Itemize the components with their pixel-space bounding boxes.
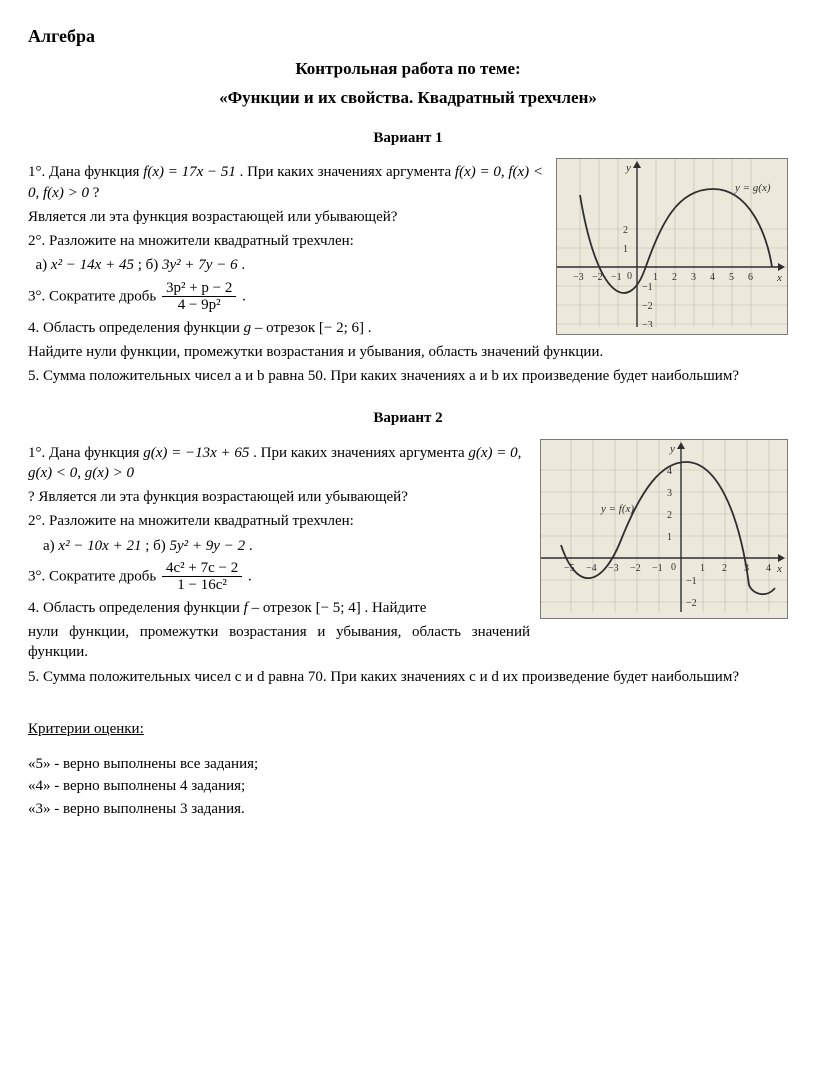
- svg-text:−2: −2: [686, 598, 697, 609]
- v2-t3-frac: 4c² + 7c − 2 1 − 16c²: [162, 560, 242, 594]
- variant2-graph: −5−4−3−2−11234−2−112340yxy = f(x): [540, 439, 788, 619]
- v2-t3-den: 1 − 16c²: [162, 577, 242, 594]
- v1-t2-alabel: а): [36, 257, 51, 273]
- svg-text:4: 4: [710, 272, 715, 283]
- svg-text:1: 1: [667, 532, 672, 543]
- v2-t4-f: f: [244, 600, 248, 616]
- variant1-graph: −3−2−1123456−3−2−1120yxy = g(x): [556, 158, 788, 334]
- v2-t4-a: 4. Область определения функции: [28, 600, 244, 616]
- v2-t3-num: 4c² + 7c − 2: [162, 560, 242, 578]
- v2-t4-c: . Найдите: [364, 600, 426, 616]
- svg-text:−4: −4: [586, 563, 597, 574]
- svg-text:y: y: [625, 162, 631, 174]
- v2-t1-eq: g(x) = −13x + 65: [143, 445, 249, 461]
- v1-t3-a: 3°. Сократите дробь: [28, 288, 160, 304]
- v1-t4-a: 4. Область определения функции: [28, 320, 244, 336]
- v1-t4-int: [− 2; 6]: [319, 320, 364, 336]
- v2-t2-end: .: [249, 538, 253, 554]
- v1-t3-den: 4 − 9p²: [162, 297, 236, 314]
- svg-text:1: 1: [623, 244, 628, 255]
- v2-t5: 5. Сумма положительных чисел c и d равна…: [28, 667, 788, 687]
- variant2-header: Вариант 2: [28, 408, 788, 428]
- svg-text:4: 4: [766, 563, 771, 574]
- criteria-3: «3» - верно выполнены 3 задания.: [28, 799, 788, 819]
- v2-t3-a: 3°. Сократите дробь: [28, 568, 160, 584]
- v1-t3-num: 3p² + p − 2: [162, 280, 236, 298]
- heading-line-2: «Функции и их свойства. Квадратный трехч…: [28, 87, 788, 110]
- variant2-block: −5−4−3−2−11234−2−112340yxy = f(x) 1°. Да…: [28, 439, 788, 691]
- svg-text:0: 0: [627, 271, 632, 282]
- v1-t2-sep: ; б): [138, 257, 162, 273]
- variant1-header: Вариант 1: [28, 128, 788, 148]
- v1-t2-b-expr: 3y² + 7y − 6: [162, 257, 238, 273]
- heading-line-1: Контрольная работа по теме:: [28, 58, 788, 81]
- v1-t4-g: g: [244, 320, 252, 336]
- svg-text:x: x: [776, 563, 782, 575]
- svg-text:−1: −1: [652, 563, 663, 574]
- svg-text:−1: −1: [686, 576, 697, 587]
- v2-t2-b-expr: 5y² + 9y − 2: [170, 538, 246, 554]
- svg-text:0: 0: [671, 562, 676, 573]
- v1-t3-b: .: [242, 288, 246, 304]
- svg-text:y: y: [669, 443, 675, 455]
- v2-t2-alabel: а): [43, 538, 58, 554]
- criteria-header: Критерии оценки:: [28, 719, 788, 739]
- svg-text:2: 2: [672, 272, 677, 283]
- variant1-block: −3−2−1123456−3−2−1120yxy = g(x) 1°. Дана…: [28, 158, 788, 390]
- svg-text:3: 3: [691, 272, 696, 283]
- page-title: Алгебра: [28, 24, 788, 48]
- v2-t3-b: .: [248, 568, 252, 584]
- v2-t4-d: нули функции, промежутки возрастания и у…: [28, 622, 788, 663]
- svg-text:1: 1: [700, 563, 705, 574]
- v1-t2-a-expr: x² − 14x + 45: [51, 257, 134, 273]
- v1-t4-c: .: [368, 320, 372, 336]
- v1-t1-a: 1°. Дана функция: [28, 164, 143, 180]
- v1-t5: 5. Сумма положительных чисел a и b равна…: [28, 366, 788, 386]
- svg-text:−3: −3: [573, 272, 584, 283]
- svg-text:−2: −2: [642, 301, 653, 312]
- v2-t1-a: 1°. Дана функция: [28, 445, 143, 461]
- svg-text:2: 2: [722, 563, 727, 574]
- v2-t1-b: . При каких значениях аргумента: [253, 445, 468, 461]
- svg-text:−2: −2: [592, 272, 603, 283]
- v1-t2-end: .: [241, 257, 245, 273]
- svg-text:y = g(x): y = g(x): [734, 182, 771, 194]
- svg-text:5: 5: [729, 272, 734, 283]
- v1-t1-b: . При каких значениях аргумента: [240, 164, 455, 180]
- v2-t4-int: [− 5; 4]: [316, 600, 361, 616]
- svg-text:6: 6: [748, 272, 753, 283]
- svg-text:2: 2: [667, 510, 672, 521]
- svg-text:−3: −3: [642, 320, 653, 327]
- svg-text:−1: −1: [642, 282, 653, 293]
- v2-t4-b: – отрезок: [252, 600, 316, 616]
- v2-t2-sep: ; б): [145, 538, 169, 554]
- svg-text:−2: −2: [630, 563, 641, 574]
- criteria-4: «4» - верно выполнены 4 задания;: [28, 776, 788, 796]
- svg-text:x: x: [776, 272, 782, 284]
- v1-t4-b: – отрезок: [255, 320, 319, 336]
- svg-text:−3: −3: [608, 563, 619, 574]
- svg-text:3: 3: [667, 488, 672, 499]
- criteria-5: «5» - верно выполнены все задания;: [28, 754, 788, 774]
- v1-t1-c: ?: [93, 185, 100, 201]
- v1-t1-eq: f(x) = 17x − 51: [143, 164, 236, 180]
- v1-t4-d: Найдите нули функции, промежутки возраст…: [28, 342, 788, 362]
- v1-t3-frac: 3p² + p − 2 4 − 9p²: [162, 280, 236, 314]
- svg-text:1: 1: [653, 272, 658, 283]
- svg-text:y = f(x): y = f(x): [600, 503, 634, 515]
- svg-text:−1: −1: [611, 272, 622, 283]
- svg-text:2: 2: [623, 225, 628, 236]
- v2-t2-a-expr: x² − 10x + 21: [58, 538, 141, 554]
